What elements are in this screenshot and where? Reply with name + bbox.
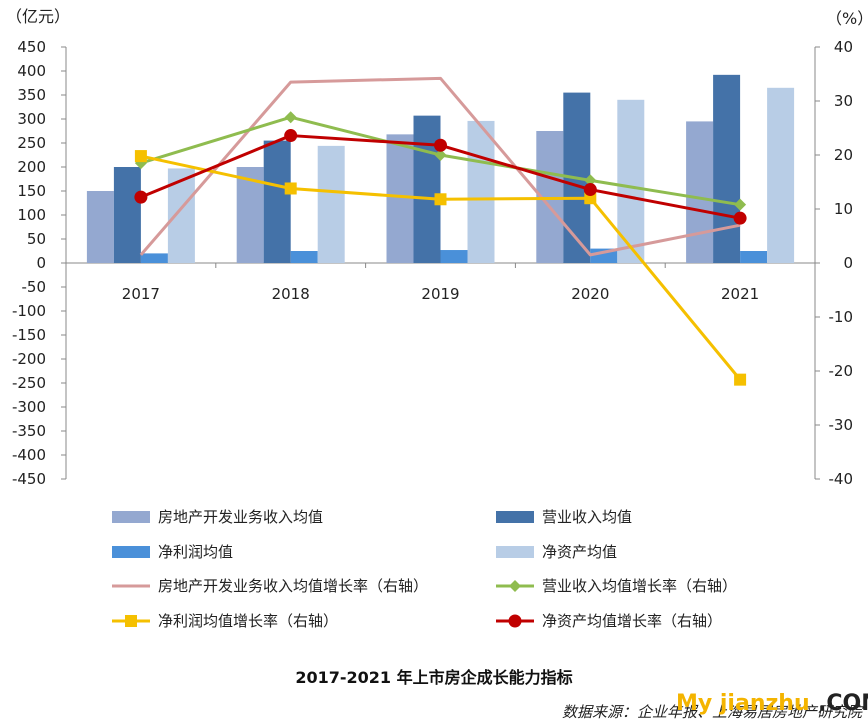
legend-label: 净资产均值 — [542, 543, 617, 561]
x-tick-labels: 2017 2018 2019 2020 2021 — [122, 285, 759, 303]
y-left-tick-label: 350 — [17, 86, 46, 104]
watermark-text-2: .COM — [818, 691, 868, 716]
data-point — [434, 149, 447, 161]
bar — [740, 251, 768, 263]
data-point — [134, 150, 147, 163]
y-right-tick-label: 30 — [834, 92, 853, 110]
y-left-tick-label: -100 — [12, 302, 46, 320]
y-right-tick-label: -20 — [829, 362, 854, 380]
bar — [140, 253, 168, 263]
bar — [263, 140, 291, 263]
y-right-tick-label: -30 — [829, 416, 854, 434]
y-left-tick-label: 150 — [17, 182, 46, 200]
data-point — [734, 198, 747, 211]
data-point — [583, 183, 597, 197]
data-point — [508, 614, 522, 628]
y-left-tick-label: -50 — [22, 278, 47, 296]
y-left-tick-label: -150 — [12, 326, 46, 344]
bars — [86, 74, 795, 264]
data-point — [134, 190, 148, 204]
y-left-tick-label: 50 — [27, 230, 46, 248]
y-left-tick-label: 300 — [17, 110, 46, 128]
data-point — [434, 193, 447, 206]
x-tick-label: 2018 — [272, 285, 310, 303]
bar — [713, 74, 741, 263]
legend-label: 净利润均值增长率（右轴） — [158, 612, 338, 630]
chart-title: 2017-2021 年上市房企成长能力指标 — [295, 668, 572, 687]
bar — [467, 120, 495, 263]
lines — [134, 76, 747, 386]
data-point — [584, 174, 597, 187]
y-axis-left-label: （亿元） — [6, 7, 70, 26]
legend-swatch — [112, 546, 150, 558]
x-tick-label: 2021 — [721, 285, 759, 303]
y-right-tick-label: -10 — [829, 308, 854, 326]
bar — [413, 115, 441, 263]
y-left-tick-label: 450 — [17, 38, 46, 56]
y-axis-right-label: （%） — [826, 9, 868, 28]
source-note: 数据来源：企业年报、上海易居房地产研究院 — [562, 703, 864, 721]
y-left-tick-label: 250 — [17, 134, 46, 152]
legend-label: 净利润均值 — [158, 543, 233, 561]
bar — [767, 87, 795, 263]
data-point — [125, 615, 137, 627]
legend-label: 营业收入均值增长率（右轴） — [542, 577, 737, 595]
legend-label: 净资产均值增长率（右轴） — [542, 612, 722, 630]
legend-swatch — [496, 546, 534, 558]
y-left-tick-label: 200 — [17, 158, 46, 176]
x-tick-label: 2017 — [122, 285, 160, 303]
data-point — [509, 580, 521, 592]
y-left-tick-label: -200 — [12, 350, 46, 368]
y-right-tick-label: 40 — [834, 38, 853, 56]
legend-swatch — [496, 511, 534, 523]
data-point — [284, 111, 297, 124]
y-right-tick-label: -40 — [829, 470, 854, 488]
y-left-tick-label: -250 — [12, 374, 46, 392]
bar — [113, 167, 141, 263]
data-point — [284, 129, 298, 143]
bar — [317, 145, 345, 263]
y-left-tick-label: -350 — [12, 422, 46, 440]
bar — [290, 251, 318, 263]
y-left-tick-label: -300 — [12, 398, 46, 416]
data-point — [733, 211, 747, 225]
legend-label: 房地产开发业务收入均值 — [158, 508, 323, 526]
y-left-tick-label: -400 — [12, 446, 46, 464]
x-tick-label: 2019 — [421, 285, 459, 303]
series-line — [139, 76, 741, 257]
data-point — [734, 373, 747, 386]
bar — [386, 134, 414, 263]
data-point — [284, 182, 297, 195]
y-right-tick-label: 20 — [834, 146, 853, 164]
y-right-tick-label: 0 — [843, 254, 853, 272]
y-left-tick-label: -450 — [12, 470, 46, 488]
bar — [440, 250, 468, 263]
legend-label: 营业收入均值 — [542, 508, 632, 526]
y-left-tick-label: 0 — [36, 254, 46, 272]
watermark-text-1: My jianzhu — [676, 691, 810, 716]
y-left-tick-label: 400 — [17, 62, 46, 80]
legend-swatch — [112, 511, 150, 523]
legend-label: 房地产开发业务收入均值增长率（右轴） — [158, 577, 428, 595]
y-right-tick-label: 10 — [834, 200, 853, 218]
bar — [686, 121, 714, 264]
bar — [86, 191, 114, 263]
bar — [617, 99, 645, 263]
data-point — [434, 138, 447, 152]
x-tick-label: 2020 — [571, 285, 609, 303]
y-left-tick-label: 100 — [17, 206, 46, 224]
bar — [167, 168, 195, 263]
watermark: My jianzhu .COM — [676, 691, 868, 716]
